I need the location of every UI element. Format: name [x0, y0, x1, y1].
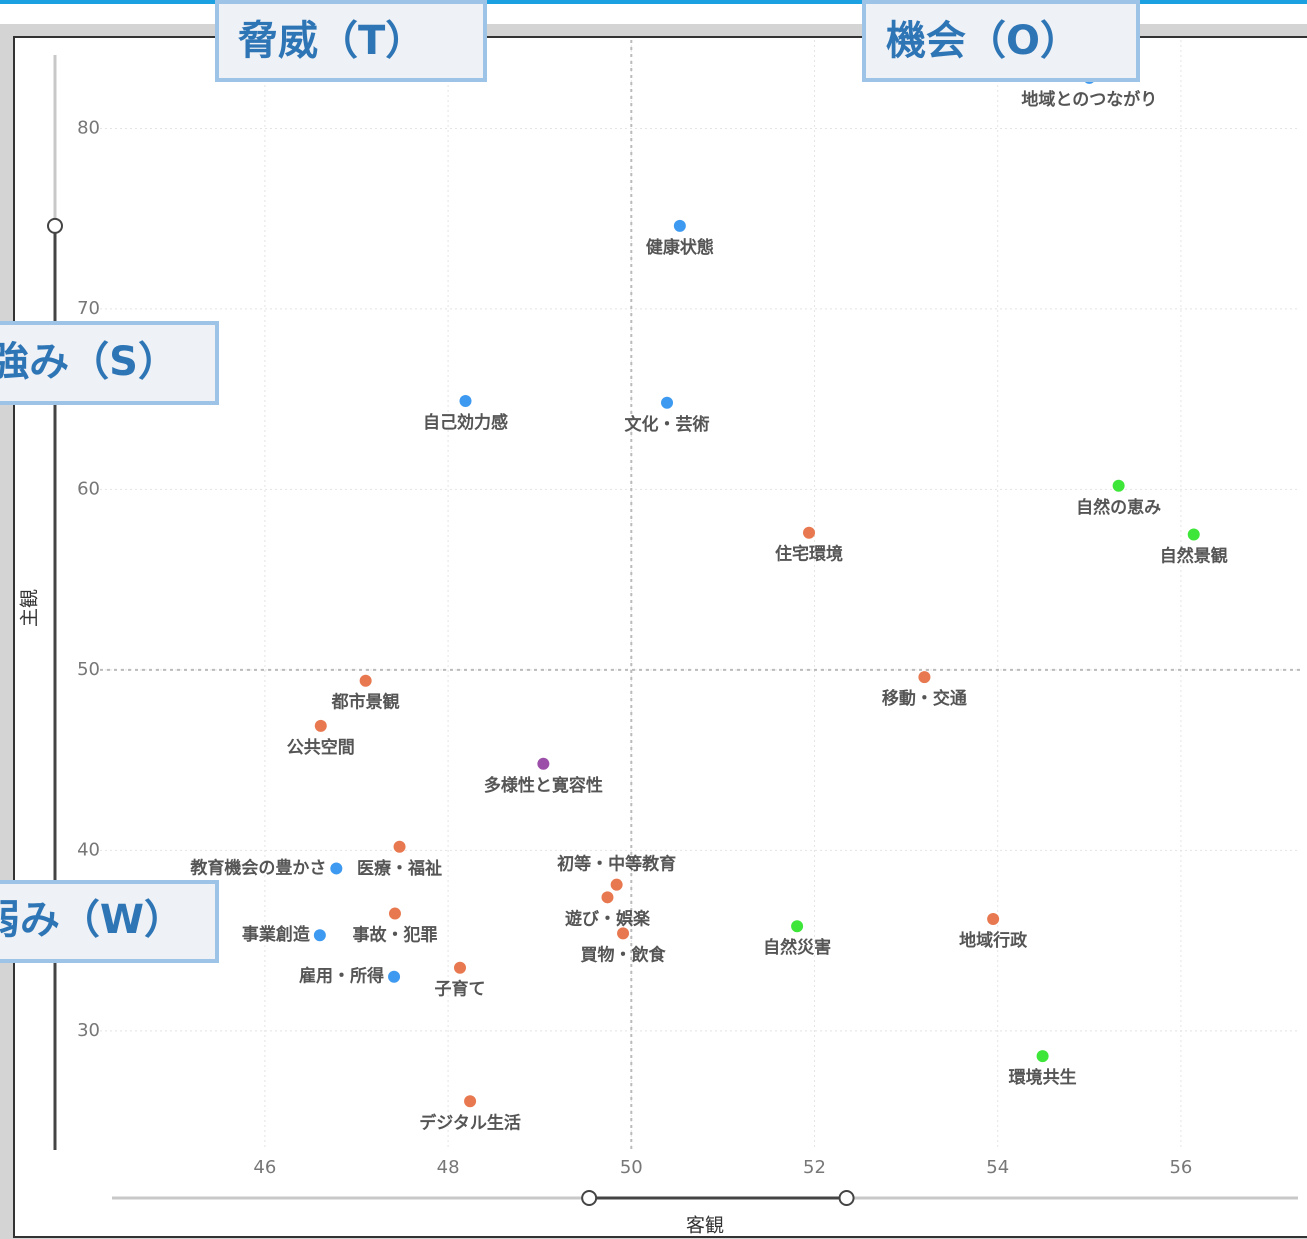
point — [393, 840, 406, 853]
point — [330, 862, 343, 875]
point — [601, 891, 614, 904]
y-tick-label: 80 — [77, 117, 100, 138]
y-axis-title: 主観 — [19, 589, 41, 627]
quadrant-box: 脅威（T） — [215, 0, 487, 82]
point-label: 健康状態 — [646, 237, 714, 258]
y-tick-label: 40 — [77, 839, 100, 860]
point — [359, 674, 372, 687]
point-label: 地域とのつながり — [1021, 89, 1157, 110]
point — [388, 970, 401, 983]
top-bar — [0, 0, 1307, 4]
y-slider-handle — [47, 217, 63, 234]
point-label: 自然景観 — [1160, 546, 1228, 567]
point — [388, 907, 401, 920]
x-tick-label: 54 — [986, 1157, 1009, 1178]
box — [862, 0, 1140, 82]
x-tick-label: 52 — [803, 1157, 826, 1178]
point — [454, 961, 466, 974]
x-slider-handle — [581, 1190, 598, 1206]
point-label: 住宅環境 — [775, 544, 843, 565]
point-label: 自己効力感 — [423, 412, 508, 433]
quadrant-label: 機会（O） — [886, 18, 1080, 64]
y-tick-label: 50 — [77, 659, 100, 680]
point — [459, 394, 472, 407]
point-label: 医療・福祉 — [357, 858, 442, 879]
point — [673, 219, 686, 232]
point — [617, 927, 630, 940]
point-label: 買物・飲食 — [581, 944, 667, 965]
point-label: 環境共生 — [1009, 1067, 1077, 1088]
point — [918, 671, 931, 684]
quadrant-label: 強み（S） — [0, 339, 178, 385]
point-label: 自然災害 — [763, 937, 831, 958]
y-tick-label: 70 — [77, 298, 100, 319]
point-label: 自然の恵み — [1076, 497, 1161, 518]
point-label: 事故・犯罪 — [352, 925, 437, 946]
x-axis-title: 客観 — [686, 1215, 724, 1237]
y-tick-label: 60 — [77, 478, 100, 499]
point-label: 多様性と寛容性 — [484, 775, 603, 796]
box — [0, 880, 219, 963]
point-label: 遊び・娯楽 — [565, 908, 651, 929]
point-label: デジタル生活 — [419, 1112, 521, 1133]
point-label: 地域行政 — [959, 930, 1028, 951]
point-label: 教育機会の豊かさ — [189, 857, 326, 878]
point — [313, 929, 326, 942]
y-tick-label: 30 — [77, 1020, 100, 1041]
point-label: 雇用・所得 — [299, 966, 384, 987]
quadrant-box: 機会（O） — [862, 0, 1140, 82]
quadrant-label: 脅威（T） — [238, 18, 425, 64]
point-label: 都市景観 — [331, 692, 400, 713]
quadrant-box: 弱み（W） — [0, 880, 219, 963]
point — [464, 1095, 477, 1108]
point — [661, 396, 674, 409]
point-label: 子育て — [435, 979, 486, 1000]
point-label: 移動・交通 — [882, 688, 967, 709]
point — [987, 912, 1000, 925]
point-label: 文化・芸術 — [625, 414, 710, 435]
quadrant-label: 弱み（W） — [0, 897, 184, 943]
quadrant-box: 強み（S） — [0, 321, 219, 405]
point — [1036, 1050, 1049, 1063]
x-tick-label: 46 — [253, 1157, 276, 1178]
point-label: 公共空間 — [287, 737, 355, 758]
point — [791, 920, 804, 933]
point — [537, 757, 550, 770]
plot-frame — [13, 36, 1307, 1238]
box — [0, 321, 219, 405]
point — [1187, 528, 1200, 541]
box — [215, 0, 487, 82]
point-label: 初等・中等教育 — [557, 854, 676, 875]
x-slider-handle — [838, 1190, 855, 1206]
x-tick-label: 50 — [620, 1157, 643, 1178]
point-label: 事業創造 — [242, 924, 311, 945]
x-tick-label: 48 — [437, 1157, 460, 1178]
point — [803, 526, 816, 539]
x-tick-label: 56 — [1169, 1157, 1192, 1178]
point — [314, 719, 327, 732]
point — [610, 878, 623, 891]
point — [1112, 479, 1125, 492]
